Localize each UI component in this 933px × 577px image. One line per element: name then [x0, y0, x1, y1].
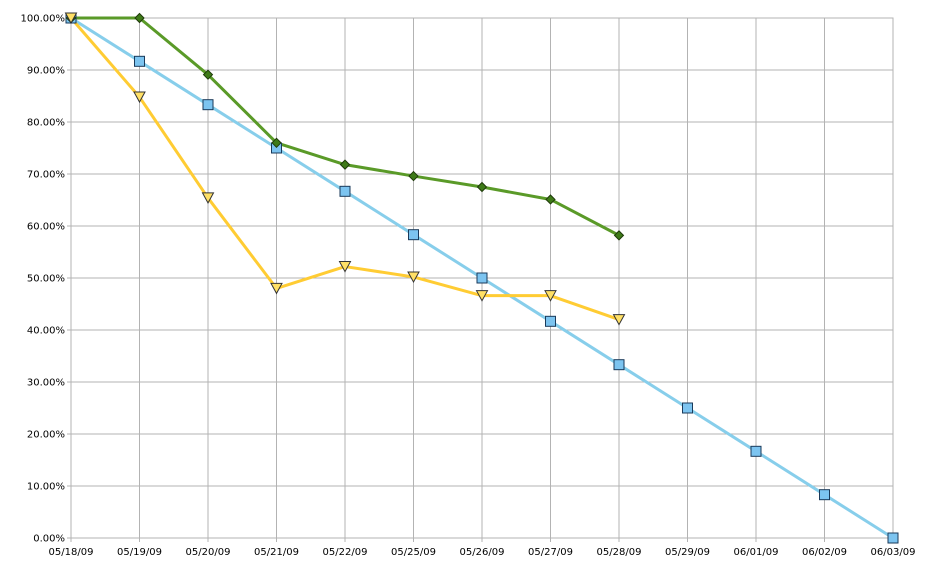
x-tick-label: 05/20/09 — [186, 547, 231, 558]
x-tick-label: 06/01/09 — [734, 547, 779, 558]
series-2-point — [271, 137, 282, 149]
y-tick-label: 40.00% — [27, 326, 65, 337]
series-3-point — [64, 12, 78, 25]
series-1-point — [476, 272, 488, 284]
x-tick-label: 05/18/09 — [49, 547, 94, 558]
x-tick-label: 06/03/09 — [871, 547, 916, 558]
x-tick-label: 05/22/09 — [323, 547, 368, 558]
series-3-point — [270, 282, 283, 295]
x-tick-label: 05/21/09 — [254, 547, 299, 558]
y-tick-label: 30.00% — [27, 378, 65, 389]
y-tick-label: 20.00% — [27, 430, 65, 441]
y-tick-label: 0.00% — [33, 534, 65, 545]
y-tick-label: 50.00% — [27, 274, 65, 285]
series-1-point — [339, 185, 351, 197]
series-3-point — [338, 261, 352, 273]
series-2-point — [339, 159, 351, 170]
series-3-point — [133, 91, 146, 104]
y-tick-label: 60.00% — [27, 222, 65, 233]
series-markers — [64, 12, 899, 544]
x-tick-label: 05/28/09 — [597, 547, 642, 558]
series-3-point — [612, 314, 626, 326]
x-tick-label: 05/27/09 — [528, 547, 573, 558]
series-2-point — [408, 170, 419, 182]
y-tick-label: 70.00% — [27, 170, 65, 181]
x-tick-label: 05/25/09 — [391, 547, 436, 558]
x-tick-label: 06/02/09 — [802, 547, 847, 558]
series-2-point — [202, 69, 214, 80]
y-tick-label: 10.00% — [27, 482, 65, 493]
series-2-point — [476, 181, 488, 193]
series-1-point — [613, 359, 625, 371]
series-1-point — [202, 99, 214, 111]
axes: 0.00% 10.00% 20.00% 30.00% 40.00% 50.00% 60.00… — [21, 14, 916, 559]
y-tick-label: 100.00% — [21, 14, 66, 25]
series-1-point — [819, 489, 830, 501]
series-3-point — [544, 290, 557, 302]
series-2-point — [613, 230, 625, 241]
series-2-point — [545, 194, 556, 205]
series-1-point — [545, 315, 556, 327]
x-tick-label: 05/26/09 — [460, 547, 505, 558]
series-3-point — [475, 290, 489, 302]
series-1-point — [408, 229, 419, 241]
gridlines — [70, 17, 894, 539]
series-1-point — [134, 55, 145, 67]
x-tick-label: 05/19/09 — [117, 547, 162, 558]
series-1-point — [887, 532, 899, 544]
series-1-point — [682, 402, 693, 414]
series-2-point — [134, 12, 145, 24]
y-tick-label: 80.00% — [27, 118, 65, 129]
x-tick-label: 05/29/09 — [665, 547, 710, 558]
series-1-point — [750, 445, 762, 457]
series-3-point — [407, 271, 420, 283]
y-tick-label: 90.00% — [27, 66, 65, 77]
series-3-point — [201, 192, 215, 204]
